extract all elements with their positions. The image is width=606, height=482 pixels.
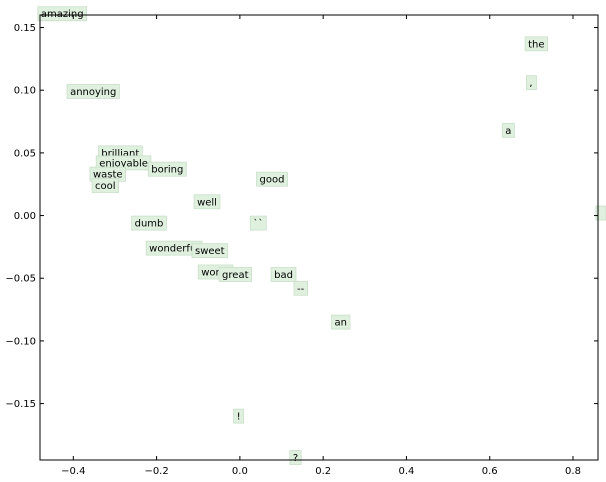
point-label: cool: [91, 178, 119, 193]
point-label-box: [191, 243, 229, 259]
y-tick-label: −0.10: [5, 336, 36, 347]
point-label: the: [524, 36, 548, 52]
plot-frame: [39, 14, 599, 461]
point-label-box: [289, 450, 302, 465]
point-label-box: [525, 75, 537, 91]
point-label-box: [249, 215, 267, 231]
point-label-text: ,: [529, 78, 532, 89]
point-label: !: [233, 408, 245, 424]
y-tick-label: 0.10: [14, 86, 36, 97]
point-label: well: [193, 194, 221, 210]
y-tick-label: 0.05: [14, 148, 36, 159]
point-label-box: [193, 194, 221, 210]
point-label-text: boring: [151, 165, 183, 176]
y-tick-label: −0.15: [5, 399, 36, 410]
point-label-box: [501, 122, 515, 138]
x-tick-label: 0.6: [482, 466, 498, 477]
point-label-text: a: [505, 126, 511, 137]
point-label-text: great: [222, 270, 249, 281]
point-label: ?: [289, 450, 302, 465]
x-tick-label: −0.4: [61, 466, 85, 477]
point-label: sweet: [191, 243, 229, 259]
point-label: good: [256, 171, 288, 187]
x-tick-label: 0.2: [315, 466, 331, 477]
point-label: [595, 205, 606, 221]
point-label-text: well: [197, 197, 217, 208]
point-label-text: !: [237, 412, 241, 423]
x-tick-label: −0.2: [144, 466, 168, 477]
point-label-box: [233, 408, 245, 424]
point-label-box: [595, 205, 606, 221]
point-label: amazing: [37, 6, 88, 22]
point-label: bad: [270, 267, 297, 282]
point-label-text: enjoyable: [99, 158, 148, 169]
point-label: ``: [249, 215, 267, 231]
point-label-text: annoying: [70, 87, 116, 98]
point-label-text: ``: [253, 218, 263, 230]
point-label-text: sweet: [195, 246, 225, 257]
x-tick-label: 0.0: [232, 466, 248, 477]
point-label-box: [256, 171, 288, 187]
point-label-box: [270, 267, 297, 282]
point-label-box: [91, 178, 119, 193]
point-label-box: [293, 280, 309, 296]
point-label-text: the: [528, 39, 544, 50]
point-label-text: good: [260, 175, 285, 186]
x-tick-label: 0.8: [565, 466, 581, 477]
point-label: a: [501, 122, 515, 138]
point-label: ,: [525, 75, 537, 91]
y-tick-label: −0.05: [5, 274, 36, 285]
point-label-text: worth: [201, 267, 230, 278]
point-label: dumb: [131, 215, 167, 231]
y-tick-label: 0.00: [14, 211, 36, 222]
point-label-box: [147, 161, 187, 177]
point-label-box: [66, 84, 120, 99]
point-label: annoying: [66, 84, 120, 99]
point-label: boring: [147, 161, 187, 177]
x-tick-label: 0.4: [398, 466, 414, 477]
point-label-text: an: [334, 318, 346, 329]
axis-ticks: −0.4 −0.2 0.0 0.2 0.4 0.6 0.8 0.15 0.10 0.05 0.00 −…: [5, 15, 598, 477]
point-label-box: [37, 6, 88, 22]
point-label-text: dumb: [135, 219, 164, 230]
point-label-text: waste: [93, 170, 123, 181]
point-label-text: bad: [274, 270, 293, 281]
point-label-box: [524, 36, 548, 52]
point-label-text: cool: [95, 181, 116, 192]
point-label-box: [218, 267, 252, 282]
point-label-text: --: [297, 284, 305, 295]
point-label: great: [218, 267, 252, 282]
point-label-box: [331, 314, 351, 330]
point-label: --: [293, 280, 309, 296]
point-label-text: wonderful: [149, 244, 199, 255]
point-label-text: ?: [293, 453, 298, 464]
point-label-text: brilliant: [101, 148, 139, 159]
point-label-box: [131, 215, 167, 231]
point-label: an: [331, 314, 351, 330]
y-tick-label: 0.15: [14, 23, 36, 34]
